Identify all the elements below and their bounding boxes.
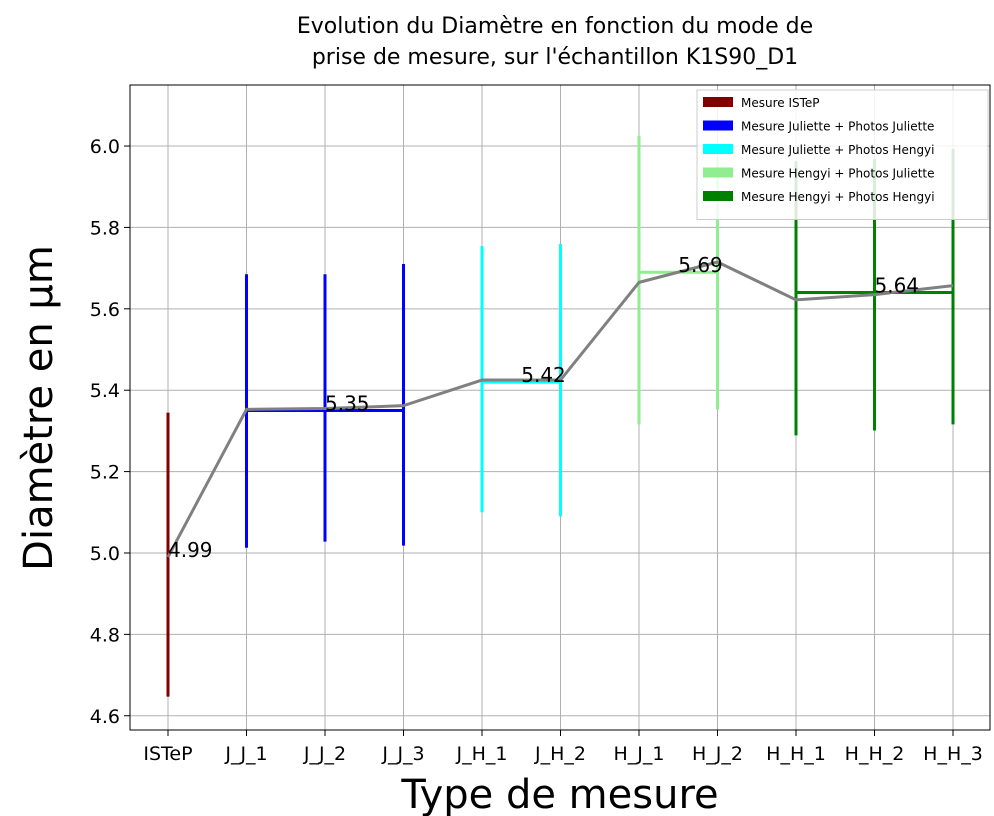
plot-frame [129,84,991,731]
legend-label: Mesure Juliette + Photos Hengyi [741,143,935,157]
legend-swatch [703,167,733,178]
x-tick-label: H_J_2 [692,743,743,765]
legend-box [696,89,989,220]
x-tick-label: H_H_2 [845,743,905,765]
x-axis-label: Type de mesure [400,772,718,816]
legend-swatch [703,144,733,154]
value-label: 4.99 [168,538,213,562]
legend-label: Mesure ISTeP [741,96,820,110]
y-tick-label: 5.6 [90,299,120,321]
x-tick-label: H_J_1 [614,743,665,765]
value-label: 5.64 [875,274,920,298]
legend-swatch [703,191,733,201]
x-tick-label: J_J_1 [224,743,267,765]
legend-swatch [703,97,733,107]
x-tick-label: J_H_1 [456,743,508,765]
x-tick-label: J_J_3 [381,743,424,765]
x-tick-label: H_H_3 [923,743,983,765]
legend-label: Mesure Hengyi + Photos Juliette [741,167,935,181]
value-label: 5.69 [678,253,723,277]
chart-title: prise de mesure, sur l'échantillon K1S90… [312,45,798,70]
x-tick-label: H_H_1 [766,743,826,765]
chart-title: Evolution du Diamètre en fonction du mod… [297,14,813,39]
mean-line [166,260,954,558]
legend-label: Mesure Hengyi + Photos Hengyi [741,190,935,204]
legend-swatch [703,120,733,131]
y-tick-label: 5.0 [90,543,120,565]
legend-label: Mesure Juliette + Photos Juliette [741,120,934,134]
y-tick-label: 4.6 [90,706,120,728]
y-tick-label: 5.4 [90,380,120,402]
y-tick-label: 5.8 [90,217,120,239]
value-label: 5.42 [521,363,566,387]
value-label: 5.35 [325,392,370,416]
y-tick-label: 4.8 [90,624,120,646]
x-tick-label: ISTeP [143,743,192,765]
y-axis-label: Diamètre en µm [16,245,62,571]
y-tick-label: 6.0 [90,136,120,158]
y-tick-label: 5.2 [90,462,120,484]
x-tick-label: J_J_2 [303,743,346,765]
x-tick-label: J_H_2 [534,743,586,765]
